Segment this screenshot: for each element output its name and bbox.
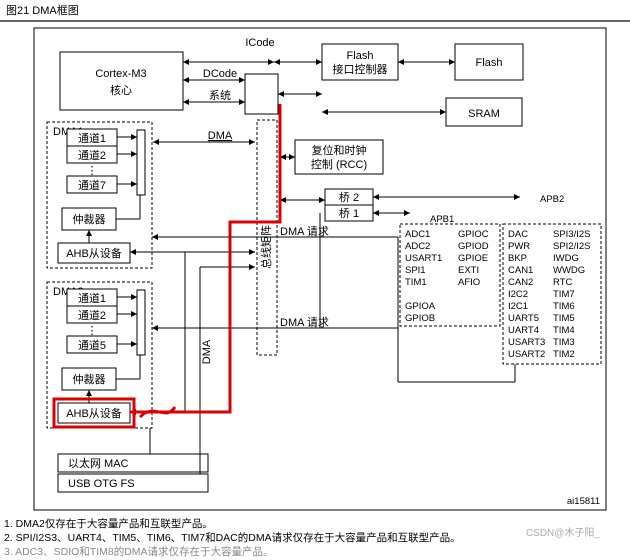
svg-text:USART3: USART3: [508, 337, 545, 348]
svg-text:Cortex-M3: Cortex-M3: [95, 68, 146, 80]
svg-text:TIM1: TIM1: [405, 277, 427, 288]
svg-text:核心: 核心: [110, 83, 132, 97]
svg-text:EXTI: EXTI: [458, 265, 479, 276]
svg-text:仲裁器: 仲裁器: [73, 372, 106, 386]
svg-text:RTC: RTC: [553, 277, 572, 288]
svg-text:DAC: DAC: [508, 229, 528, 240]
svg-text:TIM4: TIM4: [553, 325, 575, 336]
svg-text:TIM5: TIM5: [553, 313, 575, 324]
svg-text:ADC2: ADC2: [405, 241, 430, 252]
svg-text:控制 (RCC): 控制 (RCC): [311, 157, 367, 171]
svg-text:通道5: 通道5: [78, 338, 106, 352]
svg-text:USART1: USART1: [405, 253, 442, 264]
svg-text:GPIOD: GPIOD: [458, 241, 489, 252]
svg-text:USB OTG FS: USB OTG FS: [68, 478, 135, 490]
svg-text:CAN2: CAN2: [508, 277, 533, 288]
svg-text:USART2: USART2: [508, 349, 545, 360]
svg-text:DMA: DMA: [201, 339, 213, 364]
svg-text:AFIO: AFIO: [458, 277, 480, 288]
svg-text:DMA 请求: DMA 请求: [280, 316, 329, 329]
svg-text:TIM6: TIM6: [553, 301, 575, 312]
svg-text:桥 1: 桥 1: [339, 207, 359, 220]
svg-text:以太网 MAC: 以太网 MAC: [68, 457, 129, 470]
svg-text:仲裁器: 仲裁器: [73, 212, 106, 226]
figure-caption: 图21 DMA框图: [0, 0, 630, 22]
svg-text:桥 2: 桥 2: [339, 191, 359, 204]
diagram-svg: Cortex-M3 核心 ICode DCode 系统 Flash 接口控制器 …: [0, 22, 630, 517]
svg-text:SPI1: SPI1: [405, 265, 426, 276]
svg-text:GPIOB: GPIOB: [405, 313, 435, 324]
svg-text:SRAM: SRAM: [468, 108, 500, 120]
svg-text:GPIOA: GPIOA: [405, 301, 436, 312]
svg-text:IWDG: IWDG: [553, 253, 579, 264]
svg-text:I2C2: I2C2: [508, 289, 528, 300]
svg-text:通道2: 通道2: [78, 148, 106, 162]
svg-text:DMA 请求: DMA 请求: [280, 225, 329, 238]
svg-text:CAN1: CAN1: [508, 265, 533, 276]
svg-text:复位和时钟: 复位和时钟: [312, 143, 367, 157]
svg-text:APB1: APB1: [430, 214, 454, 225]
svg-text:Flash: Flash: [347, 50, 374, 62]
svg-text:GPIOE: GPIOE: [458, 253, 488, 264]
svg-text:SPI3/I2S: SPI3/I2S: [553, 229, 591, 240]
svg-text:Flash: Flash: [476, 57, 503, 69]
svg-text:接口控制器: 接口控制器: [333, 62, 388, 76]
svg-text:通道2: 通道2: [78, 308, 106, 322]
svg-text:ai15811: ai15811: [567, 496, 600, 507]
svg-text:DMA: DMA: [208, 130, 233, 142]
svg-text:DCode: DCode: [203, 68, 237, 80]
svg-text:TIM7: TIM7: [553, 289, 575, 300]
svg-text:GPIOC: GPIOC: [458, 229, 489, 240]
svg-text:⋮: ⋮: [87, 165, 98, 177]
svg-text:AHB从设备: AHB从设备: [66, 246, 122, 260]
svg-text:通道1: 通道1: [78, 291, 106, 305]
svg-text:SPI2/I2S: SPI2/I2S: [553, 241, 591, 252]
svg-text:AHB从设备: AHB从设备: [66, 406, 122, 420]
svg-text:ADC1: ADC1: [405, 229, 430, 240]
svg-text:TIM3: TIM3: [553, 337, 575, 348]
svg-text:TIM2: TIM2: [553, 349, 575, 360]
svg-text:⋮: ⋮: [87, 325, 98, 337]
svg-text:UART4: UART4: [508, 325, 539, 336]
footnote-3: 3. ADC3、SDIO和TIM8的DMA请求仅存在于大容量产品。: [0, 545, 630, 559]
watermark: CSDN@木子阳_: [526, 524, 600, 539]
svg-text:通道7: 通道7: [78, 178, 106, 192]
svg-text:通道1: 通道1: [78, 131, 106, 145]
svg-text:APB2: APB2: [540, 194, 564, 205]
svg-text:系统: 系统: [209, 89, 231, 102]
svg-text:WWDG: WWDG: [553, 265, 585, 276]
svg-text:总线矩阵: 总线矩阵: [259, 225, 273, 269]
svg-text:ICode: ICode: [245, 37, 274, 49]
svg-text:BKP: BKP: [508, 253, 527, 264]
svg-text:PWR: PWR: [508, 241, 530, 252]
svg-text:UART5: UART5: [508, 313, 539, 324]
svg-text:I2C1: I2C1: [508, 301, 528, 312]
